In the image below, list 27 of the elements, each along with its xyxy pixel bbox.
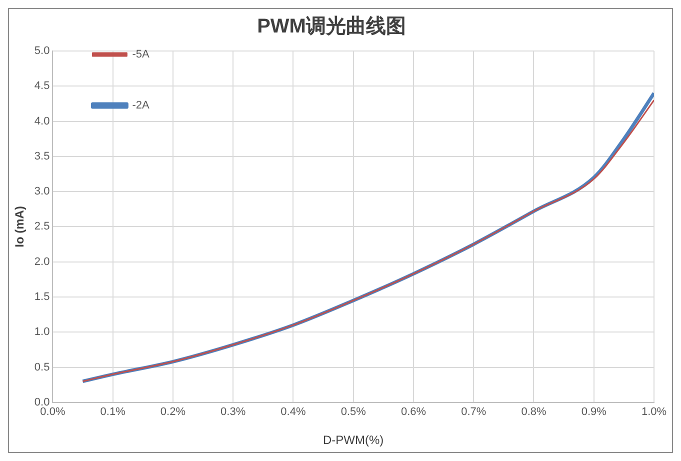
x-tick-label: 0.2%: [160, 406, 186, 418]
x-tick-label: 0.0%: [40, 406, 66, 418]
chart-title: PWM调光曲线图: [257, 16, 406, 38]
y-tick-label: 3.0: [34, 186, 50, 198]
x-tick-label: 0.3%: [220, 406, 246, 418]
x-tick-label: 0.1%: [100, 406, 126, 418]
x-tick-label: 1.0%: [641, 406, 667, 418]
y-tick-label: 4.5: [34, 80, 50, 92]
x-tick-label: 0.5%: [340, 406, 366, 418]
x-tick-label: 0.8%: [521, 406, 546, 418]
y-tick-label: 3.5: [34, 150, 50, 162]
legend-label: -2A: [132, 100, 150, 112]
y-tick-label: 4.0: [34, 115, 50, 128]
x-axis-title: D-PWM(%): [323, 433, 384, 448]
x-tick-label: 0.6%: [400, 406, 426, 418]
y-tick-label: 0.5: [34, 361, 50, 374]
legend-label: -5A: [132, 48, 150, 61]
x-tick-label: 0.7%: [461, 406, 486, 418]
y-tick-label: 2.5: [34, 220, 50, 233]
x-tick-label: 0.9%: [581, 406, 607, 418]
x-tick-label: 0.4%: [280, 406, 306, 418]
y-tick-label: 1.0: [34, 326, 50, 338]
y-tick-label: 2.0: [34, 256, 50, 268]
y-axis-title: Io (mA): [12, 206, 27, 248]
y-tick-label: 5.0: [34, 45, 50, 58]
y-tick-label: 1.5: [34, 291, 50, 304]
y-tick-label: 0.0: [34, 396, 50, 408]
